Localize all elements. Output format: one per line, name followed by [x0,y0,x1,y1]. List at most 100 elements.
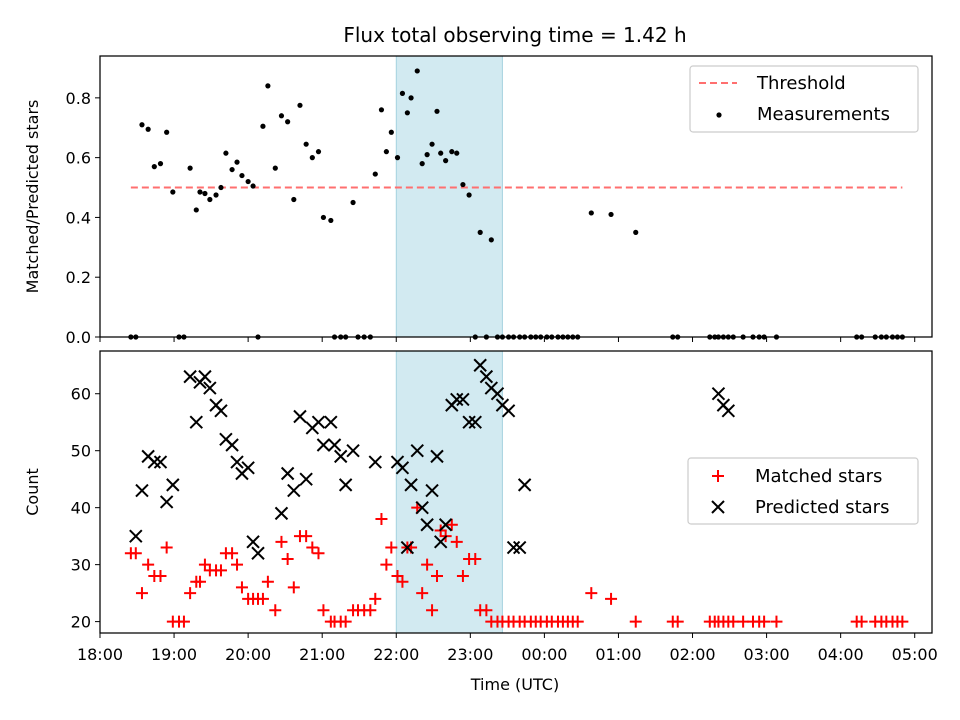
matched-star-point [629,615,642,628]
matched-star-point [445,518,458,531]
matched-star-point [269,604,282,617]
highlight-span [395,350,503,634]
measurement-point [350,199,356,206]
matched-star-point [300,530,313,543]
matched-star-point [369,592,382,605]
predicted-star-point [274,506,289,521]
predicted-star-point [230,455,244,469]
x-tick-label: 19:00 [151,645,197,664]
legend-label-threshold: Threshold [756,73,846,94]
measurement-point [265,83,271,89]
measurement-point [488,237,494,243]
matched-star-point [275,535,288,548]
measurement-point [297,102,303,108]
measurement-point [388,129,394,135]
measurement-point [449,149,455,155]
legend: Threshold Measurements [689,65,919,133]
measurement-point [466,192,472,198]
measurement-point [229,166,235,173]
bottom-plot-frame [99,350,933,634]
matched-star-point [177,615,190,628]
matched-star-point [339,615,352,628]
measurement-point [419,161,425,167]
measurement-point [202,190,208,197]
matched-star-point [469,552,482,565]
matched-star-point [456,570,469,583]
x-tick-label: 18:00 [77,645,123,664]
legend-label-predicted: Predicted stars [755,497,889,518]
matched-star-point [287,581,300,594]
predicted-star-point [299,472,313,486]
x-tick-label: 05:00 [892,645,938,664]
predicted-star-point [241,461,255,475]
predicted-star-point [287,483,301,498]
measurement-point [145,126,151,132]
matched-star-point [855,615,868,628]
predicted-star-point [420,518,434,532]
matched-star-point [235,581,248,594]
y-tick-label: 0.8 [66,89,91,108]
matched-star-point [758,615,771,628]
predicted-star-point [410,443,424,458]
matched-star-point [416,587,429,600]
predicted-star-point [183,369,197,384]
legend-label-matched: Matched stars [755,466,882,487]
predicted-star-point [473,358,487,372]
matched-star-point [256,592,269,605]
measurement-point [197,189,203,195]
measurement-point [245,178,251,185]
measurements-legend-swatch [716,112,722,118]
predicted-star-point [438,518,453,532]
predicted-star-point [711,387,726,401]
x-tick-label: 03:00 [744,645,790,664]
matched-star-point [160,541,173,554]
predicted-star-point [129,529,143,543]
predicted-star-point [462,415,476,429]
highlight-span [395,55,503,338]
measurement-point [285,119,291,125]
measurement-point [588,210,594,216]
predicted-star-point [327,438,342,452]
predicted-star-point [153,455,168,469]
matched-star-point [281,552,294,565]
measurement-point [234,159,240,165]
measurement-point [193,207,199,213]
matched-star-point [226,547,239,560]
predicted-star-point [338,478,353,492]
predicted-star-point [334,449,348,464]
x-tick-label: 23:00 [447,645,493,664]
x-axis-ticks [99,337,916,342]
matched-star-point [450,535,463,548]
measurement-point [164,129,170,135]
measurement-point [608,211,614,218]
matched-star-point [184,587,197,600]
predicted-star-point [404,478,418,492]
predicted-star-point [346,443,360,458]
measurement-point [328,217,334,224]
predicted-star-point [135,483,149,498]
y-tick-label: 50 [71,442,91,461]
y-axis-title: Matched/Predicted stars [23,100,42,294]
y-tick-label: 40 [71,499,91,518]
x-tick-label: 02:00 [669,645,715,664]
x-tick-label: 22:00 [373,645,419,664]
matched-star-point [193,575,206,588]
measurement-point [434,108,440,114]
measurement-point [151,164,157,170]
highlight-span-rect [395,350,503,634]
matched-star-point [770,615,783,628]
predicted-star-point [189,415,203,429]
measurement-point [399,90,406,96]
matched-star-point [896,615,909,628]
matched-star-point [142,558,155,571]
bottom-panel: 20 30 40 50 60 18:00 19:00 20:00 21:00 22:00 23:0… [23,350,938,694]
y-tick-label: 0.2 [66,268,91,287]
x-axis-title: Time (UTC) [470,675,559,694]
matched-star-point [396,575,409,588]
measurement-point [278,113,285,119]
measurement-point [170,189,176,195]
measurement-point [429,141,435,147]
measurement-point [207,196,213,203]
x-tick-label: 00:00 [521,645,567,664]
measurement-point [404,110,410,116]
